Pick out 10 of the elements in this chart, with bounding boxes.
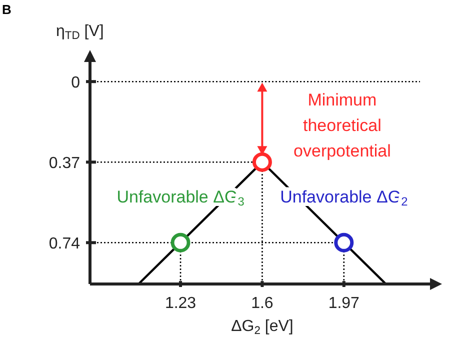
x-tick-label: 1.6 [251, 295, 274, 312]
annotation: Minimum theoretical overpotential [294, 90, 391, 161]
x-tick-label: 1.23 [164, 295, 196, 312]
y-tick-label: 0 [71, 74, 80, 92]
y-tick-label: 0.74 [48, 236, 80, 253]
y-axis-title: η$_{TD}$ [V] [56, 23, 104, 42]
y-tick-label: 0.37 [48, 155, 80, 172]
x-tick-label: 1.97 [328, 295, 360, 312]
chart-title: B [2, 2, 12, 17]
x-axis-title: ΔG$_{2}$ [eV] [231, 318, 294, 337]
